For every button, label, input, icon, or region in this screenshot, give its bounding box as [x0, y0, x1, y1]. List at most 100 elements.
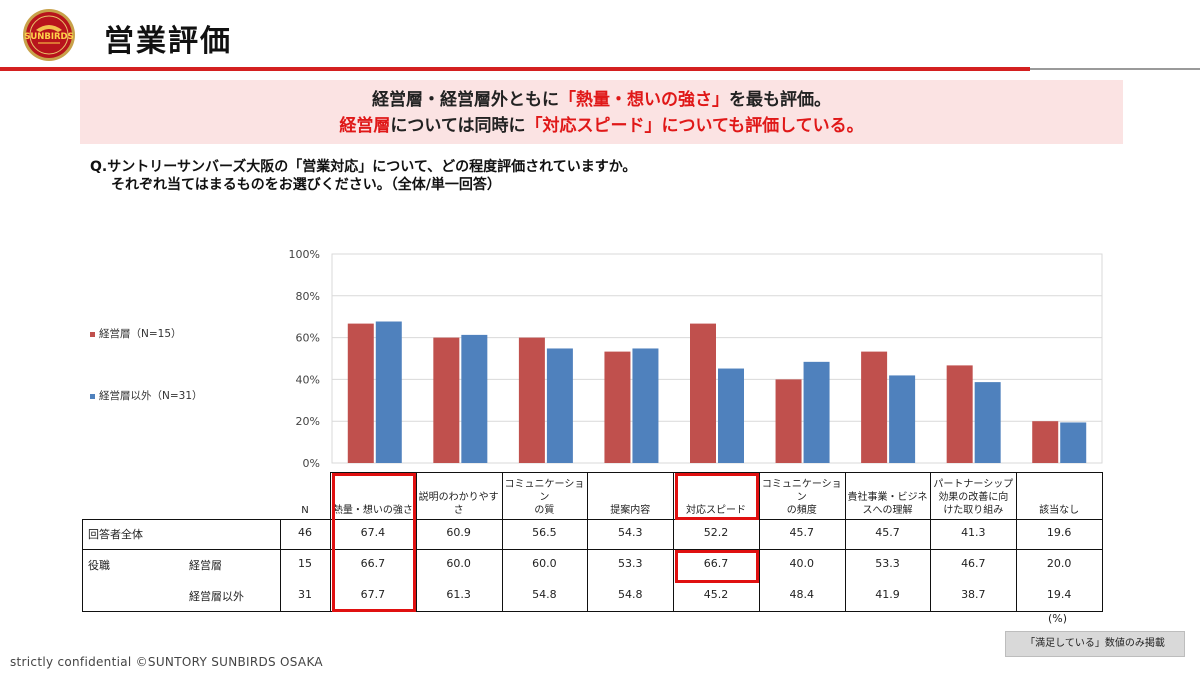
highlight-box — [675, 550, 759, 583]
bar-mgmt — [690, 323, 716, 463]
category-label-line: 熱量・想いの強さ — [332, 505, 413, 516]
category-label: 提案内容 — [610, 504, 650, 517]
bar-other — [546, 348, 573, 463]
table-rule — [416, 472, 417, 611]
category-header: 対応スピード — [673, 472, 759, 517]
table-cell-value: 48.4 — [789, 587, 815, 601]
footer-text: strictly confidential ©SUNTORY SUNBIRDS … — [10, 655, 323, 669]
table-cell-value: 45.7 — [875, 526, 900, 539]
bar-other — [632, 348, 659, 463]
category-label-line: 貴社事業・ビジネ — [847, 492, 928, 503]
table-rule — [330, 472, 1102, 473]
bar-other — [718, 368, 744, 463]
table-cell-value: 45.2 — [703, 587, 729, 601]
category-label-line: 提案内容 — [610, 505, 651, 516]
legend-label: 経営層以外（N=31） — [99, 390, 203, 402]
table-cell-value: 19.6 — [1046, 526, 1072, 539]
category-label: 対応スピード — [686, 504, 746, 517]
bar-other — [461, 334, 488, 463]
table-rule — [82, 611, 1102, 612]
category-header: コミュニケーション の頻度 — [759, 472, 845, 517]
table-rule — [930, 472, 931, 611]
highlight-box — [332, 473, 416, 612]
row-label-group: 役職 — [88, 558, 110, 572]
table-cell-value: 20.0 — [1046, 556, 1072, 570]
title-rule — [0, 67, 1200, 71]
category-header: 該当なし — [1016, 472, 1102, 517]
n-value: 15 — [298, 556, 312, 570]
category-label: 説明のわかりやすさ — [419, 491, 499, 517]
highlight-box — [675, 473, 759, 520]
n-value: 31 — [298, 587, 312, 601]
n-value: 46 — [298, 526, 312, 539]
table-cell-value: 54.3 — [617, 526, 643, 539]
legend-swatch — [90, 331, 95, 337]
bar-other — [974, 382, 1001, 463]
table-cell-value: 66.7 — [360, 556, 386, 570]
table-cell-value: 19.4 — [1046, 587, 1072, 601]
table-rule — [587, 472, 588, 611]
y-tick-label: 40% — [296, 373, 320, 386]
bar-mgmt — [861, 351, 888, 463]
bar-mgmt — [946, 365, 973, 463]
category-label-line: さ — [453, 505, 464, 516]
table-rule — [82, 519, 1102, 520]
banner-text: については同時に — [390, 116, 526, 136]
question-line: Q.サントリーサンバーズ大阪の「営業対応」について、どの程度評価されていますか。 — [90, 159, 637, 175]
unit-label: (%) — [1048, 612, 1068, 625]
bar-mgmt — [604, 351, 631, 463]
y-tick-label: 60% — [296, 332, 320, 345]
category-label-line: の頻度 — [786, 505, 817, 516]
category-header: 貴社事業・ビジネ スへの理解 — [845, 472, 931, 517]
table-cell-value: 52.2 — [703, 526, 729, 539]
category-header: パートナーシップ 効果の改善に向 けた取り組み — [930, 472, 1016, 517]
table-rule — [82, 519, 83, 612]
table-rule — [1102, 472, 1103, 612]
table-rule — [82, 549, 1102, 550]
category-header: 提案内容 — [587, 472, 673, 517]
table-cell-value: 41.3 — [961, 526, 986, 539]
legend-label: 経営層（N=15） — [99, 328, 182, 340]
table-rule — [759, 472, 760, 611]
table-rule — [502, 472, 503, 611]
bar-mgmt — [433, 337, 460, 463]
banner-highlight: 「対応スピード」 — [525, 116, 662, 136]
table-cell-value: 45.7 — [789, 526, 815, 539]
bar-mgmt — [518, 337, 545, 463]
legend-swatch — [90, 393, 95, 399]
bar-other — [375, 321, 402, 463]
category-label-line: 効果の改善に向 — [938, 492, 1009, 503]
category-header: 熱量・想いの強さ — [330, 472, 416, 517]
page-title: 営業評価 — [104, 24, 232, 59]
n-header: N — [301, 505, 309, 516]
banner-highlight: 経営層 — [339, 116, 391, 136]
y-tick-label: 0% — [303, 457, 320, 470]
table-cell-value: 67.7 — [360, 587, 386, 601]
y-tick-label: 100% — [289, 248, 320, 261]
category-label: コミュニケーション の質 — [502, 478, 588, 517]
bar-mgmt — [775, 379, 802, 463]
note-box: 「満足している」数値のみ掲載 — [1005, 631, 1185, 657]
bar-other — [889, 375, 916, 463]
bar-other — [803, 361, 830, 463]
table-cell-value: 56.5 — [532, 526, 557, 539]
category-label-line: スへの理解 — [862, 505, 913, 516]
sunbirds-logo: SUNBIRDS — [23, 9, 75, 61]
question-line: それぞれ当てはまるものをお選びください。（全体/単一回答） — [111, 177, 501, 193]
category-label: パートナーシップ 効果の改善に向 けた取り組み — [933, 478, 1013, 517]
table-cell-value: 60.0 — [446, 556, 471, 570]
category-label-line: 説明のわかりやす — [418, 492, 499, 503]
y-tick-label: 80% — [296, 290, 320, 303]
bar-chart: 0% 20% 40% 60% 80% 100% — [289, 248, 1103, 470]
summary-banner: 経営層・経営層外ともに「熱量・想いの強さ」を最も評価。 経営層については同時に「… — [80, 80, 1123, 144]
table-cell-value: 67.4 — [360, 526, 386, 539]
logo-text: SUNBIRDS — [24, 32, 74, 42]
table-rule — [1016, 472, 1017, 611]
table-cell-value: 60.9 — [446, 526, 471, 539]
bar-other — [1060, 422, 1087, 463]
row-label-total: 回答者全体 — [88, 528, 143, 541]
bar-mgmt — [347, 323, 374, 463]
table-cell-value: 54.8 — [617, 587, 643, 601]
row-label-sub: 経営層以外 — [189, 589, 244, 603]
